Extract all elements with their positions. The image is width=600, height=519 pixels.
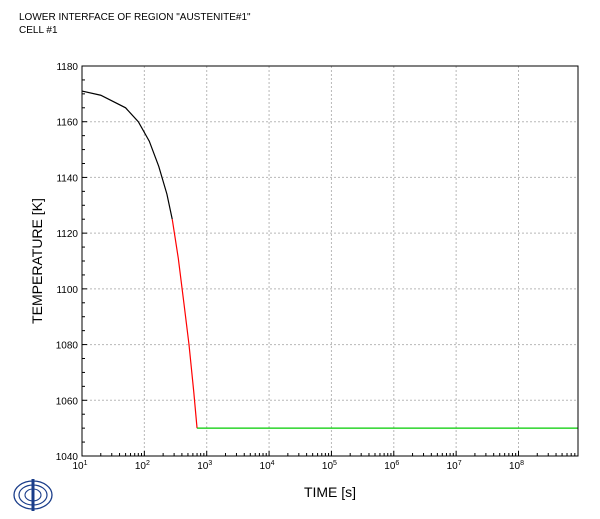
series-line-2 bbox=[171, 219, 198, 429]
series-line-1 bbox=[81, 90, 173, 220]
y-tick-label: 1040 bbox=[56, 452, 79, 463]
tick-labels: 101 102 103 104 105 106 107 108 1040 1060 1080 1100… bbox=[56, 62, 524, 472]
y-tick-label: 1080 bbox=[56, 341, 79, 352]
grid bbox=[82, 66, 578, 456]
x-tick-label: 107 bbox=[447, 460, 462, 472]
x-tick-label: 103 bbox=[197, 460, 212, 472]
y-tick-label: 1140 bbox=[56, 173, 78, 184]
y-tick-label: 1160 bbox=[56, 118, 78, 129]
y-tick-label: 1180 bbox=[56, 62, 78, 73]
thermo-calc-logo-icon bbox=[13, 479, 53, 511]
x-axis-label: TIME [s] bbox=[304, 484, 356, 500]
ticks bbox=[81, 65, 579, 457]
y-tick-label: 1120 bbox=[56, 229, 78, 240]
series-layer bbox=[81, 90, 578, 429]
x-tick-label: 105 bbox=[322, 460, 337, 472]
plot-frame bbox=[81, 65, 579, 457]
y-tick-label: 1100 bbox=[56, 285, 78, 296]
plot-header-line-2: CELL #1 bbox=[19, 25, 58, 36]
x-tick-label: 101 bbox=[72, 460, 87, 472]
x-tick-label: 106 bbox=[384, 460, 399, 472]
x-tick-label: 108 bbox=[509, 460, 524, 472]
y-axis-label: TEMPERATURE [K] bbox=[29, 198, 45, 324]
plot-header-line-1: LOWER INTERFACE OF REGION "AUSTENITE#1" bbox=[19, 12, 251, 23]
y-tick-label: 1060 bbox=[56, 396, 79, 407]
x-tick-label: 104 bbox=[260, 460, 275, 472]
x-tick-label: 102 bbox=[135, 460, 150, 472]
